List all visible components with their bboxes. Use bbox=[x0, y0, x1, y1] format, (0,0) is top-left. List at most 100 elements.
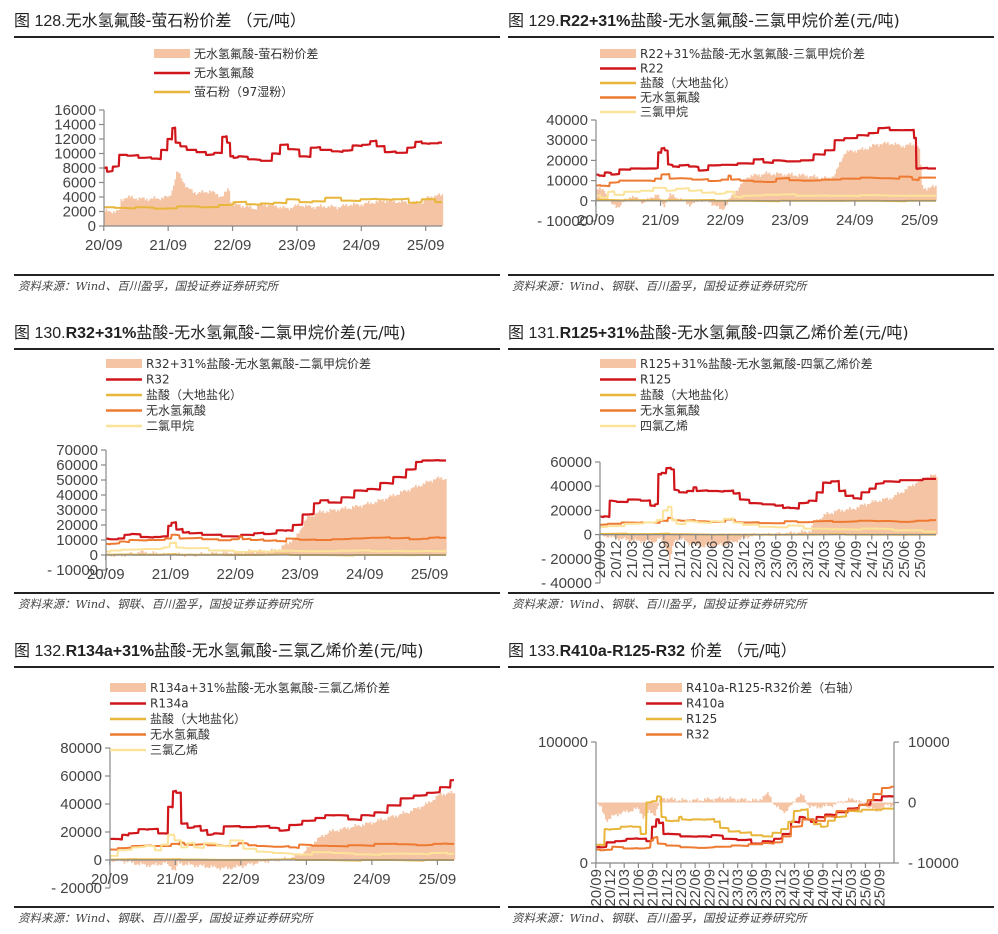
area-bar bbox=[921, 480, 923, 535]
area-bar bbox=[143, 197, 145, 226]
area-bar bbox=[708, 534, 710, 545]
area-bar bbox=[740, 798, 742, 803]
area-bar bbox=[361, 507, 363, 555]
area-bar bbox=[145, 551, 147, 555]
area-bar bbox=[153, 196, 156, 226]
area-bar bbox=[879, 500, 881, 535]
area-bar bbox=[900, 147, 903, 201]
area-bar bbox=[808, 530, 811, 535]
x-tick-label: 21/09 bbox=[157, 871, 195, 888]
area-bar bbox=[672, 799, 675, 803]
area-bar bbox=[397, 494, 399, 555]
area-bar bbox=[117, 210, 120, 226]
area-bar bbox=[852, 152, 855, 201]
area-bar bbox=[105, 209, 108, 226]
title-text: 盐酸-无水氢氟酸-四氯乙烯价差(元/吨) bbox=[639, 323, 909, 342]
legend-item: 萤石粉（97湿粉） bbox=[154, 84, 293, 99]
x-tick-label: 25/09 bbox=[912, 541, 929, 579]
area-bar bbox=[282, 205, 285, 226]
area-bar bbox=[803, 174, 805, 201]
area-bar bbox=[830, 802, 832, 806]
area-bar bbox=[104, 211, 106, 226]
x-tick-label: 21/09 bbox=[152, 566, 190, 583]
area-bar bbox=[629, 197, 631, 201]
area-bar bbox=[131, 195, 133, 226]
area-bar bbox=[597, 802, 600, 805]
area-bar bbox=[654, 802, 657, 816]
series-group bbox=[105, 459, 447, 558]
area-bar bbox=[826, 511, 829, 535]
area-bar bbox=[267, 205, 270, 226]
area-bar bbox=[657, 194, 660, 201]
area-bar bbox=[254, 209, 256, 226]
area-bar bbox=[286, 542, 288, 555]
area-bar bbox=[793, 532, 796, 535]
chart-title: 图 131.R125+31%盐酸-无水氢氟酸-四氯乙烯价差(元/吨) bbox=[508, 320, 909, 346]
area-bar bbox=[367, 501, 369, 555]
y2-tick-label: 10000 bbox=[908, 734, 950, 751]
area-bar bbox=[805, 531, 808, 535]
legend-label: 无水氢氟酸 bbox=[194, 65, 254, 80]
area-bar bbox=[857, 150, 859, 201]
area-bar bbox=[888, 500, 890, 535]
area-bar bbox=[837, 167, 840, 201]
area-bar bbox=[349, 508, 351, 555]
area-bar bbox=[324, 834, 327, 860]
area-bar bbox=[275, 205, 277, 226]
x-tick-label: 21/09 bbox=[656, 541, 673, 579]
area-bar bbox=[128, 860, 130, 862]
area-bar bbox=[209, 860, 211, 868]
area-bar bbox=[438, 193, 441, 226]
area-bar bbox=[410, 488, 413, 555]
area-bar bbox=[801, 795, 804, 803]
legend-swatch bbox=[106, 359, 142, 368]
area-bar bbox=[713, 801, 715, 803]
area-bar bbox=[764, 795, 766, 803]
area-bar bbox=[204, 192, 207, 226]
area-bar bbox=[403, 489, 405, 555]
area-bar bbox=[370, 502, 372, 555]
area-bar bbox=[383, 820, 385, 860]
x-axis: 20/09 21/09 22/09 23/09 24/09 25/09 bbox=[87, 554, 448, 583]
area-bar bbox=[768, 795, 771, 803]
area-bar bbox=[776, 172, 778, 201]
area-bar bbox=[345, 829, 348, 860]
area-bar bbox=[445, 478, 447, 555]
area-bar bbox=[882, 143, 885, 201]
area-bar bbox=[790, 531, 793, 535]
x-tick-label: 24/09 bbox=[346, 566, 384, 583]
source-divider bbox=[14, 906, 500, 908]
area-bar bbox=[741, 183, 744, 201]
area-bar bbox=[645, 534, 647, 541]
area-bar bbox=[329, 508, 332, 555]
legend-label: 三氯乙烯 bbox=[150, 743, 198, 757]
area-bar bbox=[762, 174, 765, 201]
figure-number: 图 130. bbox=[14, 325, 66, 342]
area-bar bbox=[108, 210, 111, 226]
area-bar bbox=[328, 512, 330, 555]
area-bar bbox=[880, 501, 883, 535]
area-bar bbox=[206, 860, 208, 868]
area-bar bbox=[736, 534, 739, 543]
area-bar bbox=[123, 860, 126, 864]
area-bar bbox=[674, 798, 676, 803]
area-bar bbox=[368, 504, 371, 555]
area-bar bbox=[634, 534, 637, 539]
area-bar bbox=[864, 503, 866, 535]
area-bar bbox=[803, 795, 805, 803]
area-bar bbox=[221, 860, 223, 868]
area-bar bbox=[152, 860, 154, 865]
x-axis: 20/09 21/09 22/09 23/09 24/09 25/09 bbox=[91, 859, 456, 888]
area-bar bbox=[699, 800, 702, 803]
area-bar bbox=[180, 860, 183, 863]
x-tick-label: 21/12 bbox=[672, 541, 689, 579]
legend-item: 三氯乙烯 bbox=[110, 743, 198, 757]
area-bar bbox=[833, 176, 835, 201]
area-bar bbox=[820, 518, 823, 535]
area-bar bbox=[651, 197, 654, 201]
area-bar bbox=[903, 492, 905, 535]
area-bar bbox=[355, 505, 357, 555]
area-bar bbox=[702, 800, 705, 803]
y-tick-label: 70000 bbox=[56, 442, 98, 459]
area-bar bbox=[393, 817, 396, 860]
